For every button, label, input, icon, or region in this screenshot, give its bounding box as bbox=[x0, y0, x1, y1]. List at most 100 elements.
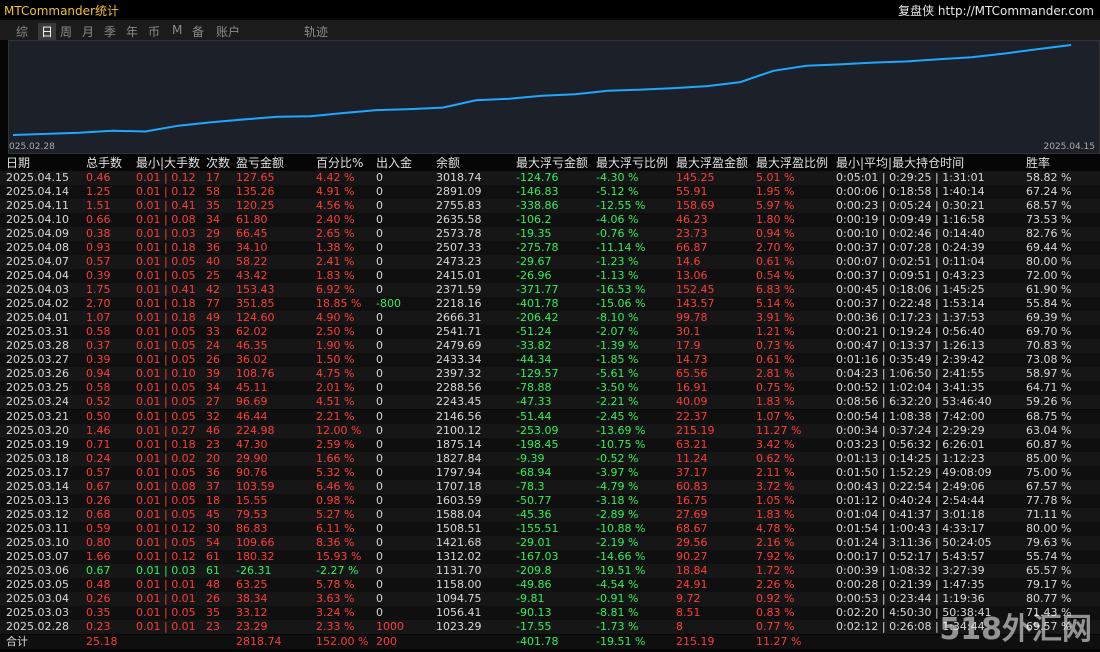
tab[interactable]: 轨迹 bbox=[304, 25, 329, 39]
cell: 215.19 bbox=[676, 423, 715, 437]
cell: -19.51 % bbox=[596, 634, 646, 648]
cell: 0.01 | 0.05 bbox=[136, 255, 196, 269]
cell: 0.01 | 0.05 bbox=[136, 395, 196, 409]
cell: 1.05 % bbox=[756, 493, 795, 507]
row-bg bbox=[0, 451, 1100, 466]
cell: 17 bbox=[206, 171, 220, 184]
cell: 1158.00 bbox=[436, 577, 482, 591]
cell: 0.39 bbox=[86, 353, 111, 367]
cell: -44.34 bbox=[516, 353, 552, 367]
cell: 0.01 | 0.01 bbox=[136, 619, 196, 633]
cell: 0:00:45 | 0:18:06 | 1:45:25 bbox=[836, 283, 985, 297]
cell: 0:00:54 | 1:08:38 | 7:42:00 bbox=[836, 409, 985, 423]
row-bg bbox=[0, 507, 1100, 522]
cell: 0.68 bbox=[86, 507, 111, 521]
cell: 0.93 bbox=[86, 241, 111, 255]
tab[interactable]: 账户 bbox=[216, 25, 241, 39]
column-header: 最大浮盈比例 bbox=[756, 156, 829, 170]
cell: -14.66 % bbox=[596, 549, 646, 563]
cell: 0 bbox=[376, 549, 383, 563]
cell: 1.07 % bbox=[756, 409, 795, 423]
row-bg bbox=[0, 605, 1100, 620]
cell: 2.59 % bbox=[316, 437, 355, 451]
row-bg bbox=[0, 311, 1100, 326]
cell: 1.46 bbox=[86, 423, 111, 437]
tab[interactable]: 备 bbox=[192, 25, 205, 39]
cell: 73.08 % bbox=[1026, 353, 1072, 367]
cell: 2025.03.27 bbox=[6, 353, 69, 367]
cell: 42 bbox=[206, 283, 220, 297]
cell: 2146.56 bbox=[436, 409, 482, 423]
url[interactable]: http://MTCommander.com bbox=[937, 4, 1094, 18]
cell: -49.86 bbox=[516, 577, 552, 591]
cell: -3.50 % bbox=[596, 381, 639, 395]
cell: 2025.04.14 bbox=[6, 185, 69, 199]
cell: 0:01:16 | 0:35:49 | 2:39:42 bbox=[836, 353, 985, 367]
cell: 34 bbox=[206, 213, 220, 227]
row-bg bbox=[0, 297, 1100, 312]
tab[interactable]: 周 bbox=[60, 25, 73, 39]
cell: 0.01 | 0.05 bbox=[136, 465, 196, 479]
cell: 0.01 | 0.05 bbox=[136, 353, 196, 367]
cell: 2371.59 bbox=[436, 283, 482, 297]
cell: 120.25 bbox=[236, 199, 275, 213]
cell: 0:01:12 | 0:40:24 | 2:54:44 bbox=[836, 493, 985, 507]
cell: -11.14 % bbox=[596, 241, 646, 255]
cell: 1.72 % bbox=[756, 563, 795, 577]
cell: -2.45 % bbox=[596, 409, 639, 423]
cell: 80.77 % bbox=[1026, 591, 1072, 605]
row-bg bbox=[0, 577, 1100, 592]
cell: 46.35 bbox=[236, 339, 268, 353]
cell: -5.61 % bbox=[596, 367, 639, 381]
row-bg bbox=[0, 409, 1100, 424]
brand[interactable]: 复盘侠 http://MTCommander.com bbox=[898, 2, 1094, 19]
cell: 0 bbox=[376, 423, 383, 437]
cell: 2755.83 bbox=[436, 199, 482, 213]
cell: -29.67 bbox=[516, 255, 552, 269]
cell: 63.25 bbox=[236, 577, 268, 591]
cell: 0.01 | 0.05 bbox=[136, 493, 196, 507]
cell: 0 bbox=[376, 325, 383, 339]
column-header: 百分比% bbox=[316, 156, 364, 170]
cell: 0 bbox=[376, 213, 383, 227]
cell: 0:00:36 | 0:17:23 | 1:37:53 bbox=[836, 311, 985, 325]
cell: 0.50 bbox=[86, 409, 111, 423]
cell: 69.70 % bbox=[1026, 325, 1072, 339]
row-bg bbox=[0, 283, 1100, 298]
cell: 0:01:04 | 0:41:37 | 3:01:18 bbox=[836, 507, 985, 521]
cell: 145.25 bbox=[676, 171, 715, 184]
row-bg bbox=[0, 367, 1100, 382]
cell: 0.80 bbox=[86, 535, 111, 549]
cell: 0 bbox=[376, 507, 383, 521]
cell: 0:00:37 | 0:22:48 | 1:53:14 bbox=[836, 297, 985, 311]
cell: 0.61 % bbox=[756, 353, 795, 367]
cell: 2025.04.10 bbox=[6, 213, 69, 227]
tab[interactable]: 季 bbox=[104, 25, 117, 39]
cell: 2.41 % bbox=[316, 255, 355, 269]
cell: 1603.59 bbox=[436, 493, 482, 507]
tab[interactable]: 年 bbox=[126, 25, 139, 39]
cell: -51.24 bbox=[516, 325, 552, 339]
tab[interactable]: 币 bbox=[148, 25, 161, 39]
cell: 0.01 | 0.41 bbox=[136, 283, 196, 297]
tab[interactable]: M bbox=[172, 23, 183, 37]
cell: 5.32 % bbox=[316, 465, 355, 479]
tab[interactable]: 月 bbox=[82, 25, 95, 39]
cell: 3.24 % bbox=[316, 605, 355, 619]
tab[interactable]: 日 bbox=[38, 23, 57, 40]
app-title: MTCommander统计 bbox=[4, 4, 119, 18]
cell: 0:01:13 | 0:14:25 | 1:12:23 bbox=[836, 451, 985, 465]
cell: 0:00:37 | 0:09:51 | 0:43:23 bbox=[836, 269, 985, 283]
tab[interactable]: 综 bbox=[16, 25, 29, 39]
cell: 79.17 % bbox=[1026, 577, 1072, 591]
cell: 11.27 % bbox=[756, 423, 802, 437]
cell: 0.01 | 0.12 bbox=[136, 521, 196, 535]
cell: 67.57 % bbox=[1026, 479, 1072, 493]
cell: 2288.56 bbox=[436, 381, 482, 395]
cell: 0.01 | 0.03 bbox=[136, 563, 196, 577]
cell: 0.01 | 0.10 bbox=[136, 367, 196, 381]
cell: 127.65 bbox=[236, 171, 275, 184]
column-header: 次数 bbox=[206, 156, 231, 170]
cell: 46 bbox=[206, 423, 220, 437]
